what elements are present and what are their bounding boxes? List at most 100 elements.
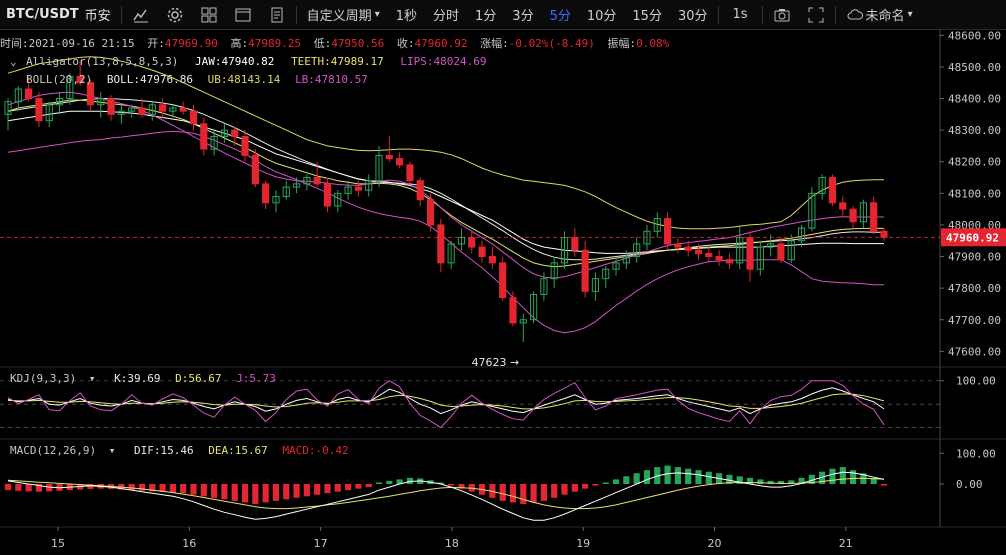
macd-histogram-bar [35, 484, 43, 492]
fullscreen-button[interactable] [799, 0, 833, 29]
candle-body [447, 243, 455, 264]
macd-histogram-bar [406, 477, 414, 484]
candle-body [622, 256, 630, 264]
candle-body [396, 158, 404, 166]
period-timeshare[interactable]: 分时 [425, 0, 467, 29]
macd-histogram-bar [314, 484, 321, 495]
candles [4, 60, 888, 342]
candle-body [66, 75, 74, 100]
period-label: 5分 [549, 9, 571, 24]
macd-histogram-bar [664, 465, 671, 484]
candle-body [839, 202, 847, 210]
boll-upper-line [7, 56, 884, 230]
candle-body [519, 319, 527, 324]
time-tick-label: 17 [314, 537, 328, 550]
candle-body [540, 278, 548, 295]
period-3m[interactable]: 3分 [504, 0, 541, 29]
macd-histogram-bar [386, 480, 393, 484]
macd-histogram-bar [592, 484, 599, 486]
macd-histogram-bar [602, 482, 609, 484]
period-5m[interactable]: 5分 [542, 0, 579, 29]
grid-layout-button[interactable] [192, 0, 226, 29]
settings-button[interactable] [158, 0, 192, 29]
time-tick-label: 15 [51, 537, 65, 550]
macd-histogram-bar [767, 480, 774, 484]
period-1s-cn[interactable]: 1秒 [388, 0, 425, 29]
chevron-down-icon: ▾ [907, 9, 913, 20]
candle-body [468, 237, 476, 248]
candle-body [808, 192, 816, 229]
macd-histogram-bar [746, 477, 754, 484]
time-label: 时间: [0, 37, 29, 50]
d-value: D:56.67 [175, 372, 221, 385]
open-label: 开: [147, 37, 165, 50]
candle-body [643, 230, 651, 245]
macd-histogram-bar [25, 484, 32, 492]
alligator-collapse-icon[interactable]: ⌄ [10, 55, 17, 68]
window-button[interactable] [226, 0, 260, 29]
kdj-legend: KDJ(9,3,3) ▾ K:39.69 D:56.67 J:5.73 [10, 372, 276, 385]
macd-histogram-bar [777, 480, 785, 484]
candle-body [880, 230, 888, 238]
screenshot-button[interactable] [765, 0, 799, 29]
time-value: 2021-09-16 21:15 [29, 37, 135, 50]
period-30m[interactable]: 30分 [670, 0, 716, 29]
toolbar-separator [834, 5, 836, 24]
price-tick-label: 47700.00 [948, 314, 1001, 327]
symbol-selector[interactable]: BTC/USDT 币安 [0, 0, 119, 29]
candle-body [35, 98, 43, 122]
period-1s[interactable]: 1s [721, 0, 760, 29]
toolbar: BTC/USDT 币安 自定义周期 ▾ 1秒 分时 1分 3分 5分 10分 1… [0, 0, 1006, 30]
candle-body [210, 135, 218, 150]
period-15m[interactable]: 15分 [624, 0, 670, 29]
macd-histogram-bar [221, 484, 228, 500]
price-tick-label: 48500.00 [948, 61, 1001, 74]
candle-body [4, 101, 12, 115]
trading-chart[interactable]: 48600.00 48500.00 48400.00 48300.00 48200.00… [0, 29, 1006, 555]
time-tick-label: 21 [839, 537, 853, 550]
cloud-save-button[interactable]: 未命名 ▾ [838, 0, 921, 29]
candle-body [375, 154, 383, 182]
candle-body [787, 240, 795, 261]
indicators-button[interactable] [124, 0, 158, 29]
kdj-tick-label: 100.00 [956, 375, 996, 388]
macd-histogram-bar [252, 484, 259, 504]
candle-body [653, 218, 661, 232]
j-value: J:5.73 [236, 372, 276, 385]
candle-body [694, 249, 703, 254]
macd-histogram-bar [231, 484, 238, 501]
candle-body [117, 110, 125, 115]
dea-value: DEA:15.67 [208, 444, 268, 457]
macd-histogram-bar [633, 473, 640, 484]
candle-body [241, 135, 249, 156]
candle-body [437, 224, 445, 264]
custom-period-dropdown[interactable]: 自定义周期 ▾ [299, 0, 388, 29]
macd-histogram-bar [561, 484, 568, 495]
period-10m[interactable]: 10分 [579, 0, 625, 29]
candle-body [76, 75, 84, 84]
macd-histogram-bar [808, 474, 815, 484]
period-1m[interactable]: 1分 [467, 0, 504, 29]
macd-tick-label: 0.00 [956, 478, 983, 491]
candle-body [344, 186, 352, 194]
macd-histogram-bar [798, 477, 805, 484]
macd-histogram-bar [849, 470, 857, 484]
candle-body [550, 262, 558, 280]
macd-histogram-bar [149, 484, 156, 492]
close-label: 收: [397, 36, 415, 50]
macd-value: MACD:-0.42 [282, 444, 348, 457]
candle-body [560, 237, 569, 264]
template-button[interactable] [260, 0, 294, 29]
macd-histogram-bar [705, 471, 712, 484]
macd-histogram-bar [870, 477, 877, 484]
candle-body [200, 123, 208, 150]
exchange-label: 币安 [84, 9, 111, 24]
period-label: 15分 [632, 9, 662, 24]
candle-body [488, 256, 496, 264]
candle-body [25, 88, 33, 100]
candle-body [262, 183, 270, 204]
fullscreen-icon [807, 6, 825, 24]
price-axis: 48600.00 48500.00 48400.00 48300.00 48200.00… [0, 29, 1006, 550]
price-tick-label: 48400.00 [948, 93, 1001, 106]
toolbar-separator [120, 5, 122, 24]
